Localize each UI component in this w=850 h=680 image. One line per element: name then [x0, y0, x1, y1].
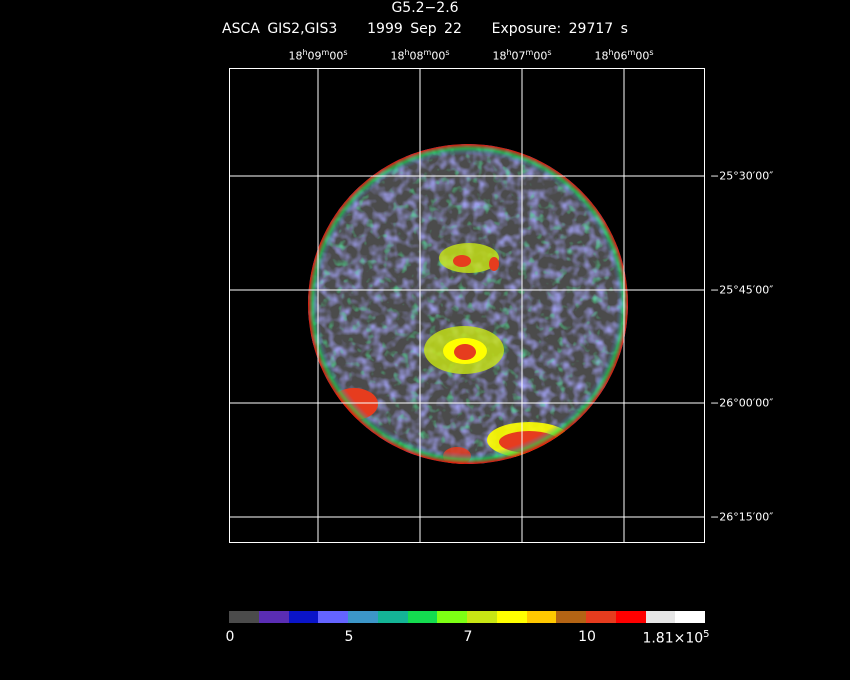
colorbar-swatch [496, 611, 527, 623]
ra-tick-label: 18h08m00s [390, 48, 450, 63]
ra-tick-label: 18h09m00s [288, 48, 348, 63]
colorbar-swatch [675, 611, 705, 623]
ra-tick-label: 18h06m00s [594, 48, 654, 63]
colorbar-swatch [318, 611, 348, 623]
colorbar-swatch [348, 611, 378, 623]
color-scale-bar [229, 611, 705, 623]
colorbar-max-label: 1.81×105 [642, 629, 710, 647]
image-frame [229, 68, 705, 543]
dec-tick-label: −26°15′00″ [710, 510, 774, 524]
observation-info: ASCA GIS2,GIS3 1999 Sep 22 Exposure: 297… [0, 21, 850, 37]
dec-tick-label: −25°45′00″ [710, 283, 774, 297]
colorbar-label: 5 [344, 629, 354, 645]
ra-tick-label: 18h07m00s [492, 48, 552, 63]
observation-date: 1999 Sep 22 [367, 21, 462, 37]
colorbar-label: 10 [578, 629, 596, 645]
coordinate-grid [229, 68, 705, 543]
dec-tick-label: −26°00′00″ [710, 396, 774, 410]
colorbar-swatch [437, 611, 467, 623]
detector-rim [308, 144, 628, 464]
colorbar-swatch [615, 611, 646, 623]
colorbar-label: 7 [463, 629, 473, 645]
exposure-label: Exposure: 29717 s [491, 21, 628, 37]
colorbar-swatch [526, 611, 557, 623]
colorbar-swatch [467, 611, 497, 623]
colorbar-swatch [407, 611, 438, 623]
colorbar-swatch [258, 611, 289, 623]
colorbar-swatch [586, 611, 616, 623]
colorbar-swatch [288, 611, 319, 623]
object-title: G5.2−2.6 [391, 0, 459, 16]
xray-image [229, 68, 705, 543]
colorbar-swatch [556, 611, 586, 623]
colorbar-label: 0 [225, 629, 235, 645]
instrument-label: ASCA GIS2,GIS3 [222, 21, 338, 37]
field-of-view [308, 144, 628, 464]
colorbar-swatch [645, 611, 676, 623]
colorbar-swatch [229, 611, 259, 623]
colorbar-swatch [377, 611, 408, 623]
dec-tick-label: −25°30′00″ [710, 169, 774, 183]
